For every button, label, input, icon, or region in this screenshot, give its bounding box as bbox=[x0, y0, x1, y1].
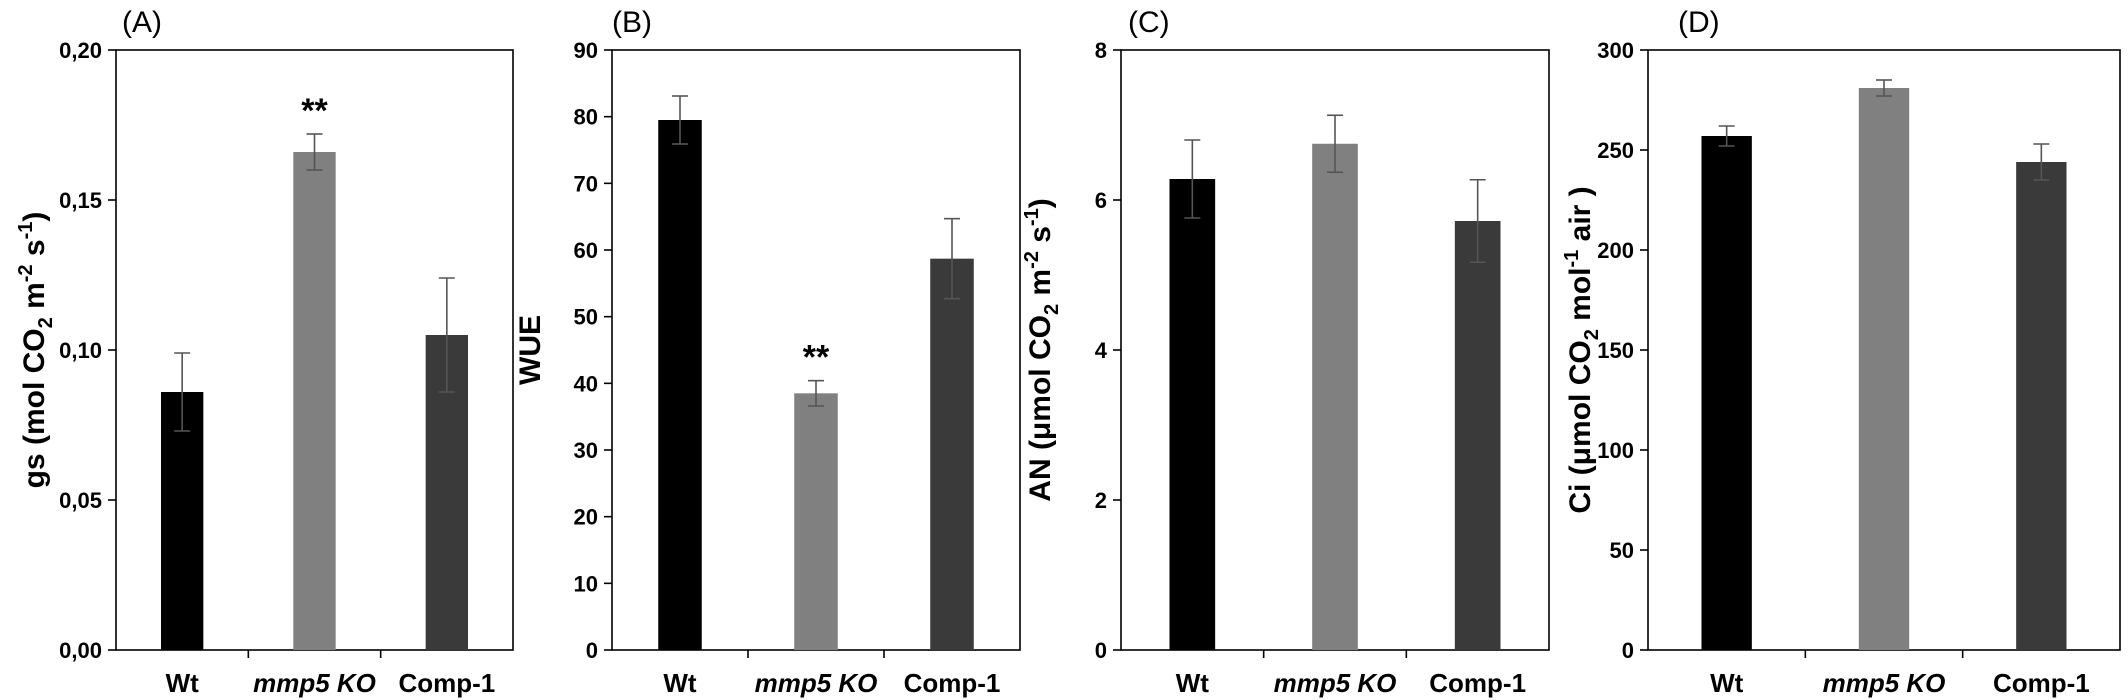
y-tick-label: 70 bbox=[574, 171, 598, 196]
y-axis-label-sup1: -1 bbox=[1561, 250, 1583, 268]
y-axis-label-mid2: s bbox=[18, 239, 51, 264]
y-axis-label-sub: 2 bbox=[35, 317, 57, 328]
y-tick-label: 0 bbox=[1622, 638, 1634, 663]
x-category-label: mmp5 KO bbox=[1823, 668, 1946, 698]
y-tick-label: 0 bbox=[586, 638, 598, 663]
y-axis-label-sub: 2 bbox=[1041, 304, 1063, 315]
y-axis-label: AN (μmol CO2 m-2 s-1) bbox=[1021, 198, 1063, 501]
bar-1 bbox=[794, 393, 838, 650]
y-tick-label: 200 bbox=[1597, 238, 1634, 263]
bar-2 bbox=[1454, 221, 1501, 650]
y-axis-label-end: ) bbox=[18, 212, 51, 222]
y-axis-label-sub: 2 bbox=[1581, 329, 1603, 340]
y-axis-label-mid2: s bbox=[1024, 226, 1057, 251]
y-axis-label: Ci (μmol CO2 mol-1 air ) bbox=[1561, 186, 1603, 513]
chart-panel-a: (A) 0,00 0,05 0,10 0,15 0,20 Wt mmp5 KO ** Comp-1… bbox=[15, 6, 514, 698]
chart-panel-b: (B) 0 10 20 30 40 50 60 70 80 90 Wt mmp5 KO ** Comp-1 W… bbox=[514, 6, 1021, 698]
y-axis-label-base: AN (μmol CO bbox=[1024, 315, 1057, 502]
chart-panel-c: (C) 0 2 4 6 8 Wt mmp5 KO Comp-1 AN (μmol CO2 m-2 … bbox=[1021, 6, 1550, 698]
y-axis-label-end: air ) bbox=[1564, 186, 1597, 249]
x-category-label: Wt bbox=[166, 668, 200, 698]
bar-0 bbox=[1701, 136, 1752, 650]
x-category-label: Comp-1 bbox=[904, 668, 1001, 698]
y-axis-label-end: ) bbox=[1024, 198, 1057, 208]
y-tick-label: 0 bbox=[1095, 638, 1107, 663]
y-tick-label: 4 bbox=[1095, 338, 1108, 363]
x-category-label: mmp5 KO bbox=[1274, 668, 1397, 698]
y-tick-label: 90 bbox=[574, 38, 598, 63]
bar-0 bbox=[1169, 179, 1216, 650]
x-category-label: Wt bbox=[663, 668, 697, 698]
bar-1 bbox=[1312, 143, 1358, 650]
bar-1 bbox=[293, 152, 336, 650]
y-tick-label: 50 bbox=[574, 305, 598, 330]
y-axis-label-mid: m bbox=[18, 282, 51, 317]
y-tick-label: 100 bbox=[1597, 438, 1634, 463]
y-axis-label-base: Ci (μmol CO bbox=[1564, 340, 1597, 513]
y-tick-label: 0,20 bbox=[59, 38, 102, 63]
y-axis-label-sup2: -1 bbox=[15, 222, 37, 240]
y-tick-label: 300 bbox=[1597, 38, 1634, 63]
panel-letter: (C) bbox=[1128, 6, 1170, 39]
y-axis-label: gs (mol CO2 m-2 s-1) bbox=[15, 212, 57, 489]
panel-letter: (D) bbox=[1678, 6, 1720, 39]
y-tick-label: 20 bbox=[574, 505, 598, 530]
y-tick-label: 10 bbox=[574, 571, 598, 596]
x-category-label: Wt bbox=[1176, 668, 1210, 698]
y-tick-label: 0,00 bbox=[59, 638, 102, 663]
y-axis-label-sup2: -1 bbox=[1021, 208, 1043, 226]
x-category-label: Comp-1 bbox=[1993, 668, 2090, 698]
x-category-label: Wt bbox=[1710, 668, 1744, 698]
x-category-label: Comp-1 bbox=[398, 668, 495, 698]
y-tick-label: 40 bbox=[574, 371, 598, 396]
y-axis-label-mid: mol bbox=[1564, 268, 1597, 330]
bar-0 bbox=[160, 392, 204, 650]
bar-1 bbox=[1858, 88, 1910, 650]
significance-marker: ** bbox=[803, 339, 830, 377]
y-tick-label: 0,15 bbox=[59, 188, 102, 213]
y-axis-label: WUE bbox=[514, 315, 547, 385]
significance-marker: ** bbox=[301, 92, 328, 130]
y-tick-label: 0,10 bbox=[59, 338, 102, 363]
y-tick-label: 6 bbox=[1095, 188, 1107, 213]
bar-2 bbox=[2016, 162, 2067, 650]
y-tick-label: 8 bbox=[1095, 38, 1107, 63]
y-tick-label: 150 bbox=[1597, 338, 1634, 363]
y-tick-label: 250 bbox=[1597, 138, 1634, 163]
y-tick-label: 60 bbox=[574, 238, 598, 263]
y-axis-label-base: WUE bbox=[514, 315, 547, 385]
panel-letter: (B) bbox=[612, 6, 652, 39]
y-axis-label-mid: m bbox=[1024, 269, 1057, 304]
x-category-label: Comp-1 bbox=[1429, 668, 1526, 698]
y-axis-label-sup1: -2 bbox=[1021, 251, 1043, 269]
y-tick-label: 50 bbox=[1610, 538, 1634, 563]
y-tick-label: 0,05 bbox=[59, 488, 102, 513]
y-tick-label: 2 bbox=[1095, 488, 1107, 513]
x-category-label: mmp5 KO bbox=[755, 668, 878, 698]
y-axis-label-sup1: -2 bbox=[15, 264, 37, 282]
bar-2 bbox=[930, 258, 974, 650]
y-tick-label: 30 bbox=[574, 438, 598, 463]
y-axis-label-base: gs (mol CO bbox=[18, 328, 51, 488]
panel-letter: (A) bbox=[122, 6, 162, 39]
y-tick-label: 80 bbox=[574, 105, 598, 130]
chart-panel-d: (D) 0 50 100 150 200 250 300 Wt mmp5 KO Comp-1 Ci (… bbox=[1561, 6, 2121, 698]
x-category-label: mmp5 KO bbox=[253, 668, 376, 698]
bar-0 bbox=[658, 120, 702, 650]
